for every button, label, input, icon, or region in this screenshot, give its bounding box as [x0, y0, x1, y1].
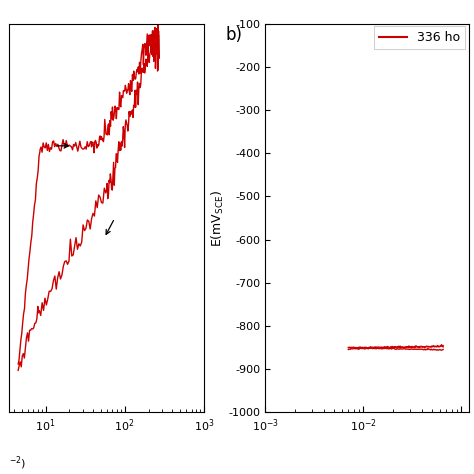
Legend: 336 ho: 336 ho [374, 26, 465, 49]
Text: b): b) [225, 26, 242, 44]
Y-axis label: E(mV$_{\mathrm{SCE}}$): E(mV$_{\mathrm{SCE}}$) [210, 190, 226, 246]
Text: $^{-2}$): $^{-2}$) [9, 454, 27, 472]
